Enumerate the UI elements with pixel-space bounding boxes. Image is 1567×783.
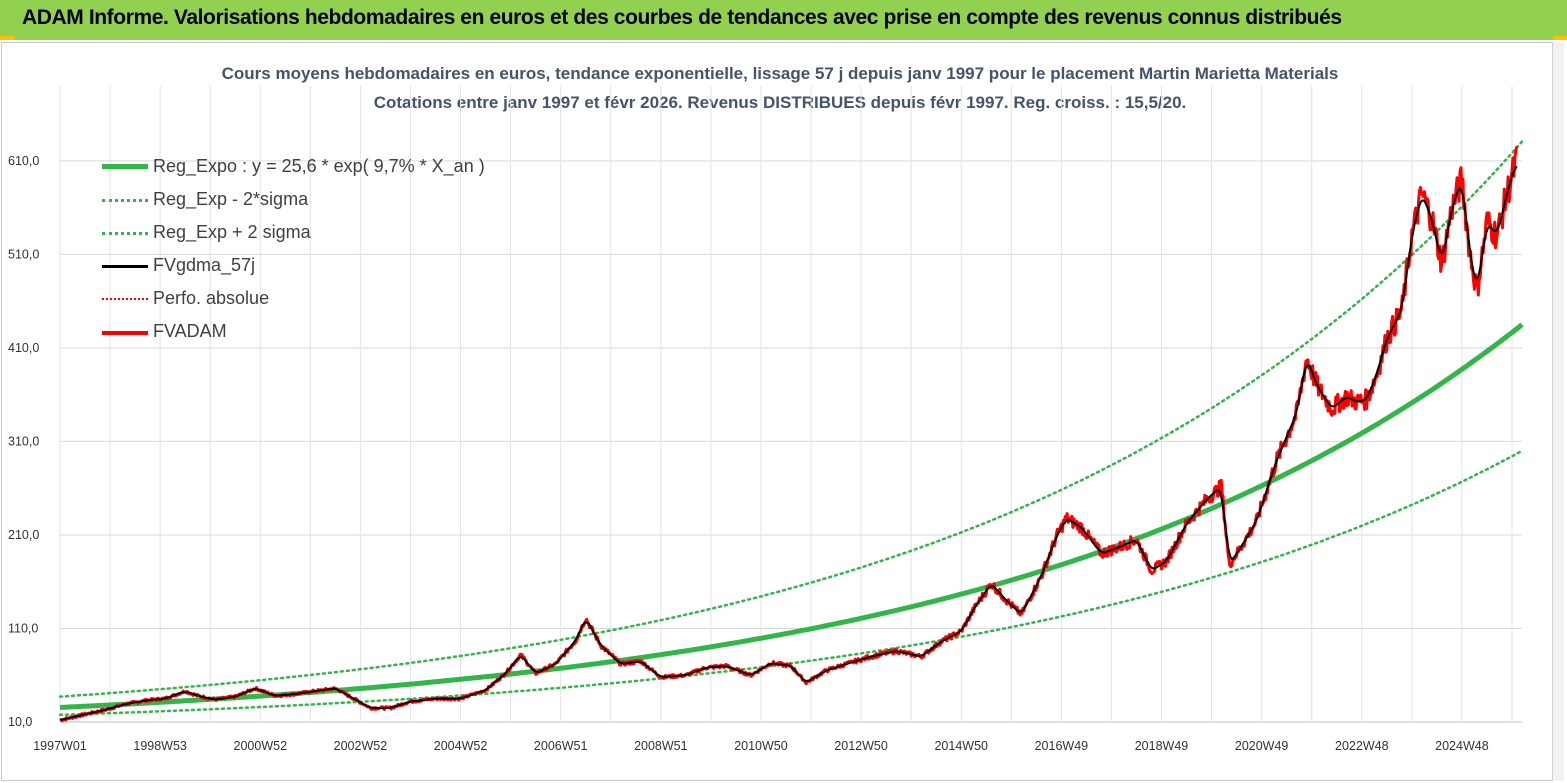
accent-mark-right — [1553, 36, 1567, 40]
chart-gridlines — [59, 86, 1522, 723]
legend-label-reg-exp-plus: Reg_Exp + 2 sigma — [153, 222, 311, 242]
x-tick-label: 2002W52 — [334, 739, 388, 753]
x-tick-label: 2018W49 — [1135, 739, 1189, 753]
chart-series — [58, 140, 1524, 723]
legend-label-reg-exp-minus: Reg_Exp - 2*sigma — [153, 189, 309, 209]
chart-title: Cours moyens hebdomadaires en euros, ten… — [221, 64, 1339, 83]
y-tick-label: 10,0 — [8, 715, 32, 729]
legend-swatch-reg-expo — [102, 164, 148, 169]
legend-swatch-reg-exp-plus — [102, 232, 148, 235]
series-fvgdma-57j — [59, 165, 1518, 721]
chart-subtitle: Cotations entre janv 1997 et févr 2026. … — [373, 93, 1187, 112]
x-tick-label: 2014W50 — [934, 739, 988, 753]
vertical-scrollbar[interactable] — [1552, 42, 1564, 781]
series-reg-exp-minus-2sigma — [58, 449, 1524, 717]
x-tick-label: 2024W48 — [1435, 739, 1489, 753]
x-axis-tick-labels: 1997W01 1998W53 2000W52 2002W52 2004W52 2006W… — [33, 739, 1488, 753]
series-reg-exp-plus-2sigma — [58, 140, 1524, 698]
x-tick-label: 2006W51 — [534, 739, 588, 753]
x-tick-label: 2000W52 — [234, 739, 288, 753]
legend-swatch-fvadam — [102, 331, 148, 335]
report-title: ADAM Informe. Valorisations hebdomadaire… — [22, 6, 1342, 29]
x-tick-label: 1998W53 — [133, 739, 187, 753]
y-tick-label: 610,0 — [8, 154, 39, 168]
x-tick-label: 2016W49 — [1035, 739, 1089, 753]
legend-label-fvadam: FVADAM — [153, 321, 227, 341]
accent-mark-left — [0, 36, 14, 40]
report-banner: ADAM Informe. Valorisations hebdomadaire… — [0, 0, 1567, 40]
x-tick-label: 2022W48 — [1335, 739, 1389, 753]
x-tick-label: 2010W50 — [734, 739, 788, 753]
legend-swatch-perfo-absolue — [102, 298, 148, 300]
x-tick-label: 1997W01 — [33, 739, 87, 753]
x-tick-label: 2004W52 — [434, 739, 488, 753]
y-axis-tick-labels: 10,0 110,0 210,0 310,0 410,0 510,0 610,0 — [8, 154, 39, 729]
legend-label-reg-expo: Reg_Expo : y = 25,6 * exp( 9,7% * X_an ) — [153, 156, 485, 176]
legend-label-perfo-absolue: Perfo. absolue — [153, 288, 270, 308]
y-tick-label: 310,0 — [8, 434, 39, 448]
x-tick-label: 2008W51 — [634, 739, 688, 753]
y-tick-label: 210,0 — [8, 528, 39, 542]
x-tick-label: 2012W50 — [834, 739, 888, 753]
legend-swatch-reg-exp-minus — [102, 199, 148, 202]
legend-label-fvgdma: FVgdma_57j — [153, 255, 256, 275]
y-tick-label: 110,0 — [8, 621, 38, 635]
legend-swatch-fvgdma — [102, 265, 148, 268]
y-tick-label: 510,0 — [8, 247, 39, 261]
y-tick-label: 410,0 — [8, 341, 39, 355]
x-tick-label: 2020W49 — [1235, 739, 1289, 753]
